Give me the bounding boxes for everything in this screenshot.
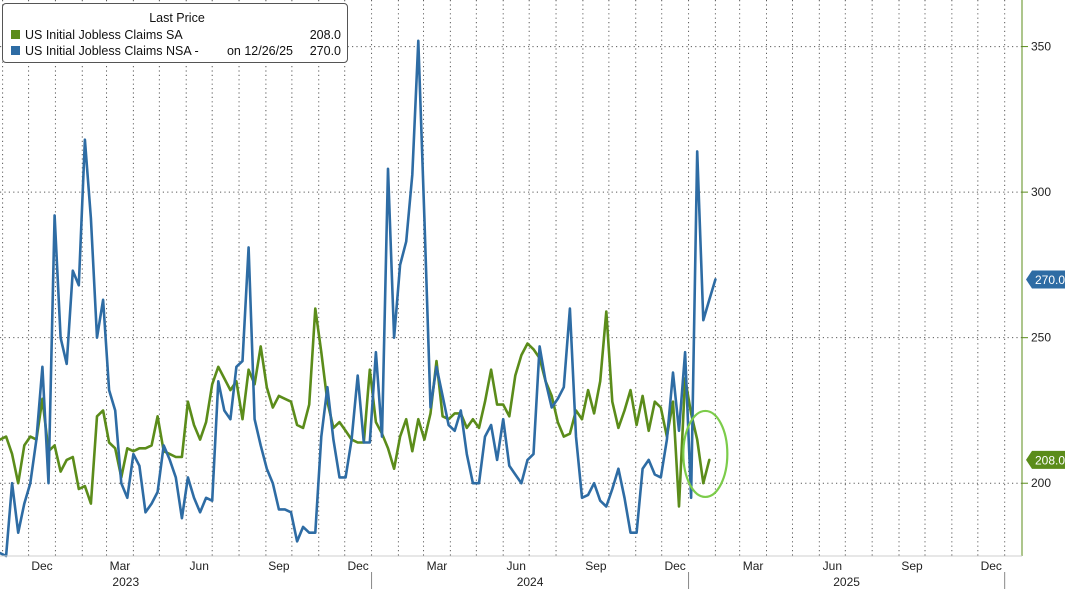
y-tick-label-250: 250 — [1031, 331, 1051, 345]
x-month-label-11: Sep — [901, 559, 923, 573]
legend-item-nsa: US Initial Jobless Claims NSA - on 12/26… — [11, 43, 341, 59]
x-month-label-7: Sep — [585, 559, 607, 573]
last-value-badge-bg — [1026, 450, 1065, 469]
y-tick-label-350: 350 — [1031, 40, 1051, 54]
last-value-badge-text: 208.0 — [1035, 453, 1065, 467]
x-month-label-6: Jun — [507, 559, 526, 573]
series-layer — [0, 39, 717, 558]
legend-value-nsa: 270.0 — [309, 44, 341, 58]
x-year-label-2025: 2025 — [833, 575, 860, 589]
x-year-label-2023: 2023 — [112, 575, 139, 589]
grid-layer — [0, 0, 1022, 556]
x-month-label-1: Mar — [110, 559, 131, 573]
x-month-label-3: Sep — [268, 559, 290, 573]
x-month-label-5: Mar — [427, 559, 448, 573]
legend-swatch-nsa — [11, 46, 20, 55]
x-year-label-2024: 2024 — [517, 575, 544, 589]
x-month-label-9: Mar — [743, 559, 764, 573]
x-month-label-10: Jun — [823, 559, 842, 573]
legend-header: Last Price — [149, 11, 205, 25]
legend-item-sa: US Initial Jobless Claims SA 208.0 — [11, 27, 341, 43]
legend-swatch-sa — [11, 30, 20, 39]
last-value-badge-nsa: 270.0 — [1026, 270, 1065, 289]
badge-layer: 208.0 270.0 — [682, 270, 1065, 499]
highlight-ellipse — [682, 409, 729, 499]
last-value-badge-text: 270.0 — [1035, 273, 1065, 287]
legend-name-nsa: US Initial Jobless Claims NSA - — [25, 44, 199, 58]
last-value-badge-bg — [1026, 270, 1065, 289]
legend: Last Price US Initial Jobless Claims SA … — [2, 3, 348, 63]
last-value-badge-sa: 208.0 — [1026, 450, 1065, 469]
x-month-label-12: Dec — [981, 559, 1002, 573]
y-tick-label-300: 300 — [1031, 185, 1051, 199]
series-line-sa — [0, 307, 711, 508]
x-month-label-0: Dec — [31, 559, 52, 573]
series-line-nsa — [0, 39, 717, 558]
legend-date-nsa: on 12/26/25 — [226, 44, 293, 58]
x-month-label-2: Jun — [190, 559, 209, 573]
legend-name-sa: US Initial Jobless Claims SA — [25, 28, 183, 42]
y-tick-label-200: 200 — [1031, 476, 1051, 490]
x-month-label-4: Dec — [347, 559, 368, 573]
legend-value-sa: 208.0 — [309, 28, 341, 42]
x-month-label-8: Dec — [664, 559, 685, 573]
